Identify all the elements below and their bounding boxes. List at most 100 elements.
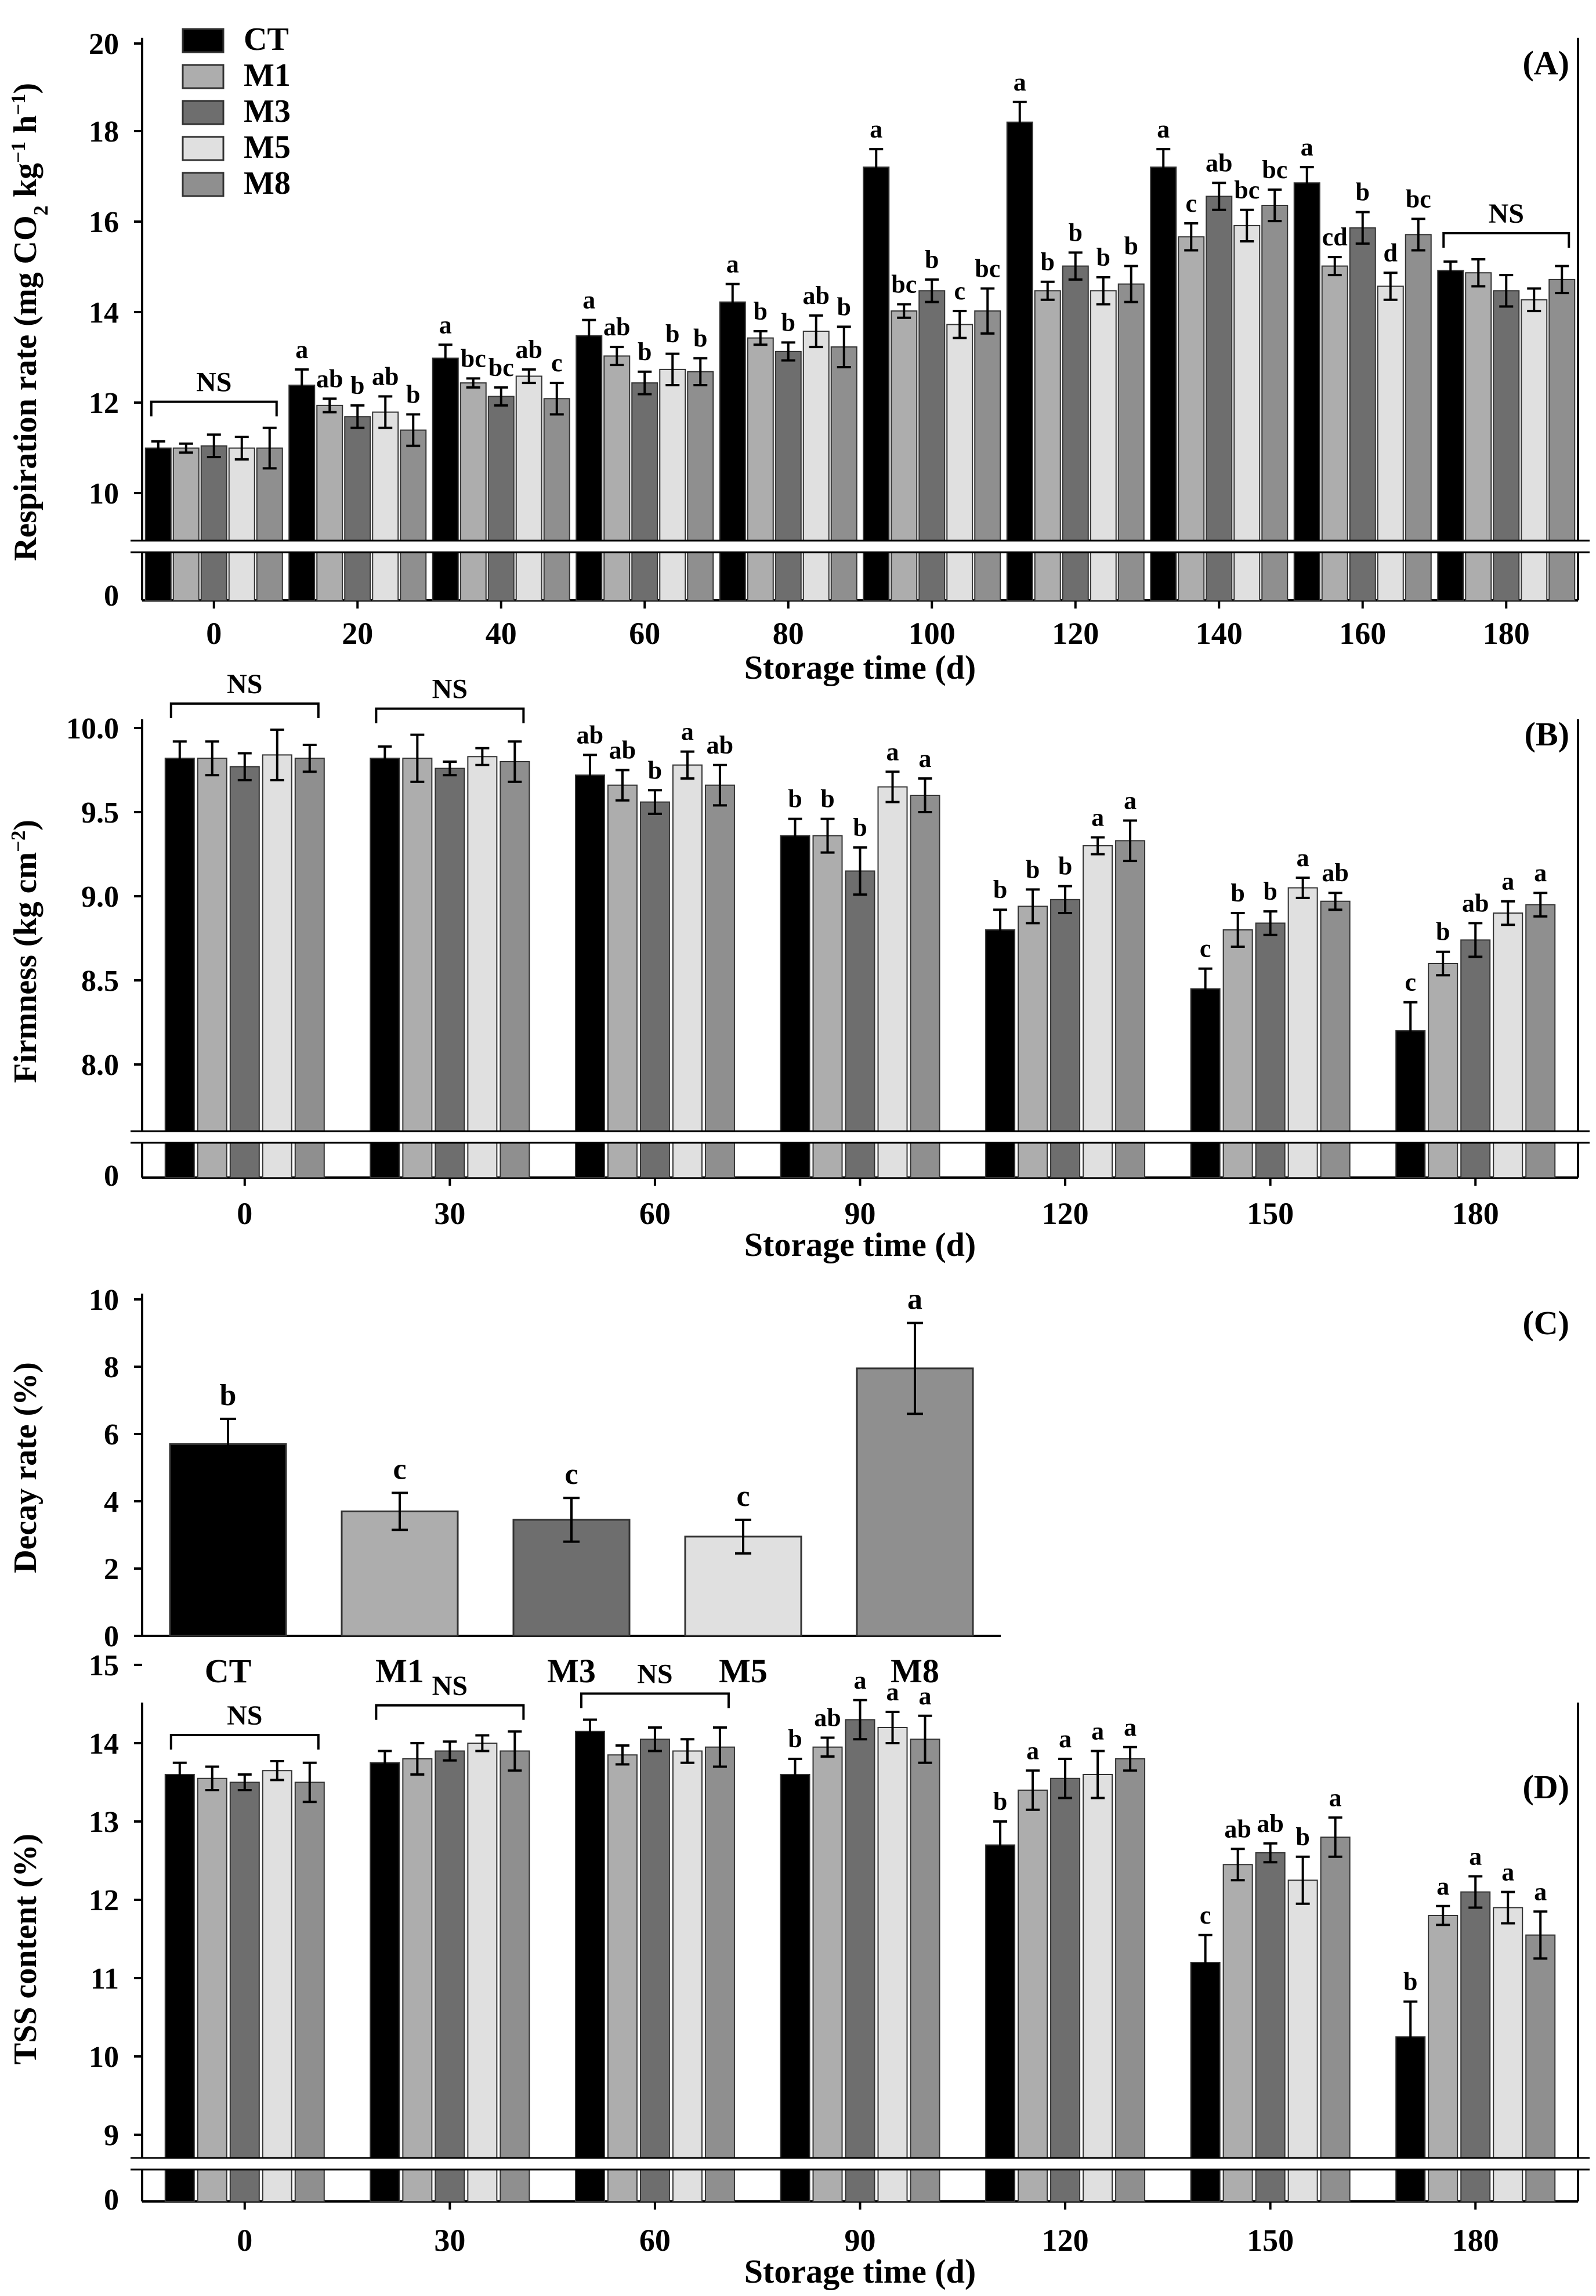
significance-letter-a: a [582,286,595,314]
x-tick-label-a: 60 [629,616,660,651]
axis-break-band-d [131,2158,1590,2170]
y-zero-label-d: 0 [104,2183,119,2217]
significance-letter-b: ab [609,736,636,765]
legend-swatch-M1 [182,64,225,89]
significance-letter-b: a [1534,859,1547,887]
bar-a-M5 [228,447,255,601]
bar-d-M1 [1018,1790,1048,2202]
y-tick-label-d: 12 [89,1884,119,1917]
significance-letter-d: a [1091,1717,1104,1745]
bar-d-M5 [1493,1907,1523,2202]
bar-b-M3 [845,870,875,1178]
x-tick-label-b: 0 [237,1196,252,1231]
bar-d-M8 [294,1781,325,2202]
bar-b-M8 [704,784,735,1178]
bar-a-M1 [316,404,343,601]
x-tick-label-b: 30 [434,1196,465,1231]
bar-b-M8 [294,758,325,1178]
y-tick-label-b: 10.0 [66,712,119,745]
bar-b-M3 [435,767,465,1178]
bar-b-M5 [672,764,703,1179]
bar-d-M8 [704,1746,735,2202]
x-tick-label-b: 180 [1452,1196,1499,1231]
significance-letter-a: c [551,349,563,377]
y-axis-label-a: Respiration rate (mg CO2 kg−1 h−1) [7,83,52,561]
significance-letter-a: bc [1262,155,1287,184]
significance-letter-c: a [907,1283,922,1316]
significance-letter-a: cd [1322,223,1348,251]
significance-letter-a: bc [488,353,514,382]
significance-letter-b: b [1026,855,1040,883]
y-tick-label-a: 14 [89,296,119,329]
panel-label-a: (A) [1522,44,1569,82]
bar-a-M8 [256,447,283,601]
significance-letter-a: a [439,310,452,339]
bar-d-M1 [197,1777,227,2202]
significance-letter-a: bc [891,270,917,299]
bar-a-CT [1006,121,1033,601]
x-tick-label-c: M3 [547,1652,596,1690]
ns-label-a: NS [196,367,231,398]
x-axis-label-a: Storage time (d) [744,649,976,686]
bar-d-M3 [229,1781,260,2202]
y-tick-label-a: 18 [89,115,119,149]
bar-a-M8 [974,310,1001,601]
bar-a-M8 [830,346,857,601]
significance-letter-a: a [726,250,739,278]
significance-letter-a: ab [803,281,830,310]
y-tick-label-d: 15 [89,1649,119,1682]
bar-d-M1 [402,1758,433,2202]
significance-letter-a: bc [975,254,1000,283]
bar-a-M5 [659,368,686,601]
significance-letter-a: c [1185,189,1197,218]
significance-letter-a: a [870,115,882,143]
x-tick-label-a: 180 [1483,616,1530,651]
y-axis-label-b: Firmness (kg cm−2) [7,820,44,1083]
bar-a-M3 [918,290,946,601]
significance-letter-a: b [925,245,939,274]
bar-a-M3 [1493,290,1520,601]
significance-letter-d: a [1534,1877,1547,1906]
significance-letter-b: ab [577,720,603,749]
y-zero-label-b: 0 [104,1160,119,1193]
x-axis-label-d: Storage time (d) [744,2252,976,2290]
bar-a-M8 [400,429,427,601]
significance-letter-b: b [648,756,662,784]
significance-letter-a: a [1014,68,1026,96]
bar-d-M3 [435,1750,465,2202]
significance-letter-b: b [788,785,802,813]
significance-letter-a: a [1157,115,1170,143]
y-tick-label-d: 11 [91,1962,119,1996]
significance-letter-b: b [993,875,1007,904]
bar-d-CT [164,1774,195,2202]
bar-d-M3 [1050,1777,1081,2202]
significance-letter-a: bc [461,344,486,372]
x-tick-label-a: 0 [206,616,222,651]
significance-letter-d: a [1059,1725,1072,1753]
bar-a-M8 [1261,205,1289,601]
significance-letter-b: a [1124,787,1137,815]
significance-letter-a: b [1356,178,1370,207]
bar-b-M1 [812,835,843,1178]
bar-d-M8 [910,1739,940,2202]
ns-label-b: NS [432,674,468,705]
significance-letter-b: c [1405,968,1416,997]
x-tick-label-a: 100 [909,616,956,651]
significance-letter-b: b [1263,877,1277,906]
bar-a-M5 [1090,290,1117,601]
significance-letter-d: ab [1224,1815,1251,1843]
bar-a-M8 [543,398,570,601]
bar-a-CT [144,447,172,601]
bar-b-M5 [877,786,908,1178]
y-tick-label-c: 6 [104,1418,119,1451]
bar-b-M8 [500,761,530,1178]
significance-letter-b: b [820,785,834,813]
bar-a-CT [432,357,459,601]
x-tick-label-d: 150 [1247,2223,1294,2258]
x-tick-label-c: M8 [891,1652,939,1690]
ns-bracket-d [169,1734,320,1750]
bar-a-CT [576,335,603,601]
x-tick-label-b: 60 [639,1196,671,1231]
significance-letter-b: b [1231,879,1244,907]
bar-b-M3 [639,801,670,1178]
